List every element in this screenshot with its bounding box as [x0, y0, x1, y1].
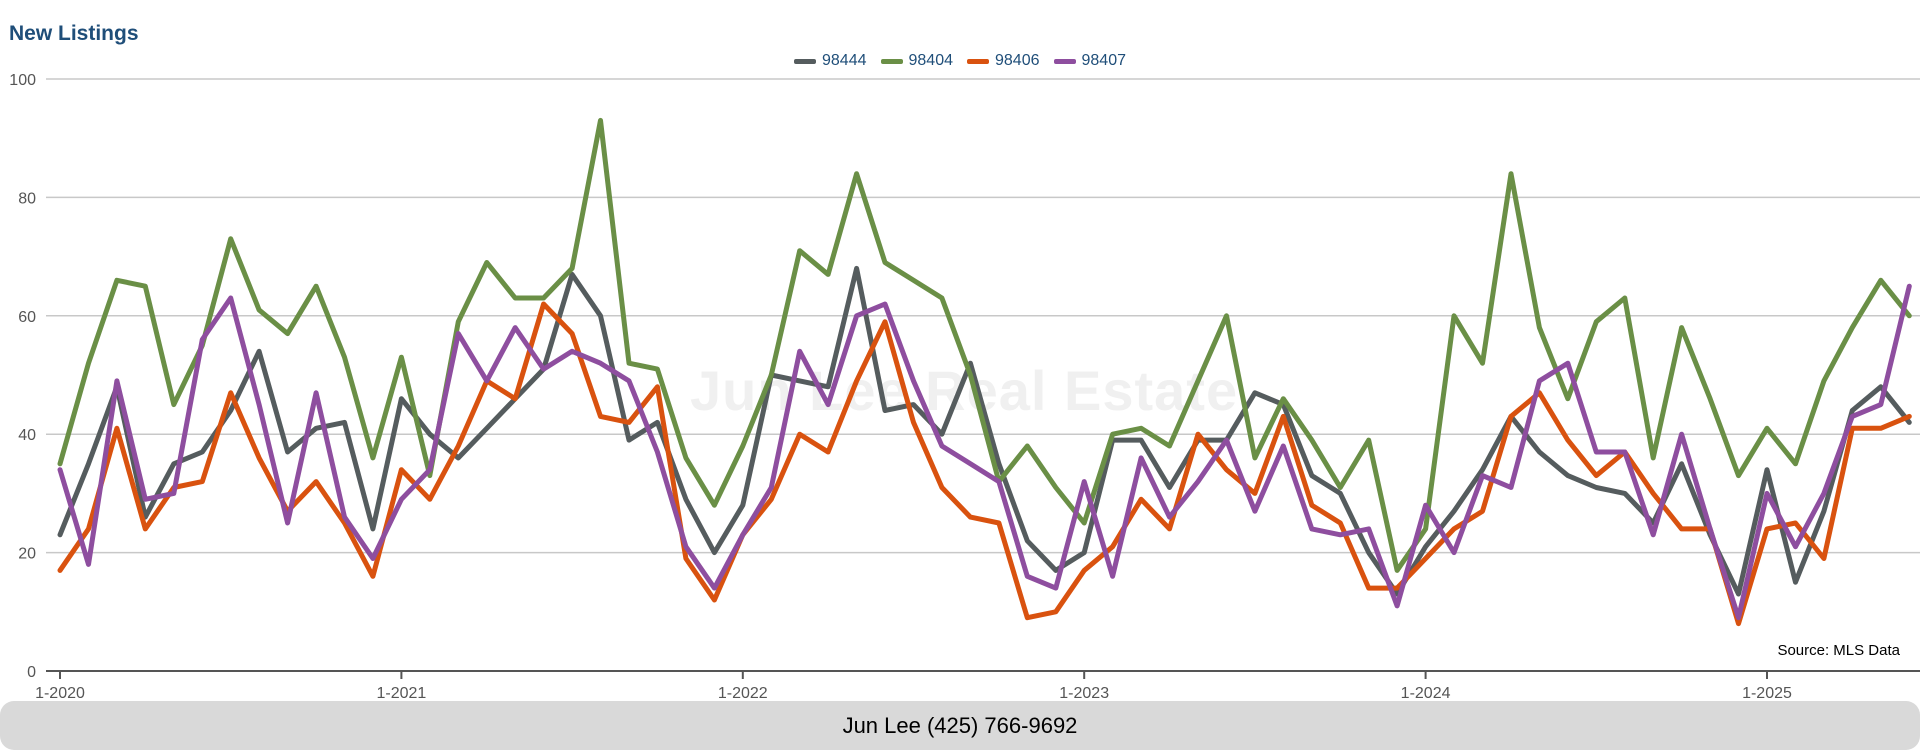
x-tick-label: 1-2025 [1742, 685, 1792, 700]
footer-contact: Jun Lee (425) 766-9692 [842, 712, 1078, 738]
line-chart: 0 20 40 60 80 100 1-2020 1-2021 1-2022 1-2023 1-20… [9, 72, 1920, 700]
footer-bar: Jun Lee (425) 766-9692 [0, 701, 1920, 750]
x-tick-label: 1-2022 [718, 685, 768, 700]
series-line-98444 [57, 265, 1912, 597]
y-tick-label: 20 [18, 546, 36, 563]
legend-item-98407[interactable]: 98407 [1053, 52, 1127, 70]
legend: 98444 98404 98406 98407 [0, 52, 1920, 70]
legend-swatch [967, 58, 989, 64]
y-tick-label: 80 [18, 190, 36, 207]
series-line-98404 [57, 117, 1912, 573]
x-tick-label: 1-2020 [35, 685, 85, 700]
x-tick-label: 1-2023 [1059, 685, 1109, 700]
legend-swatch [1053, 58, 1076, 64]
legend-item-98406[interactable]: 98406 [967, 52, 1040, 70]
series-line-98406 [57, 301, 1912, 627]
y-tick-label: 0 [27, 664, 36, 681]
x-tick-label: 1-2021 [376, 685, 426, 700]
legend-label: 98404 [908, 52, 954, 69]
x-tick-label: 1-2024 [1401, 685, 1451, 700]
legend-item-98444[interactable]: 98444 [794, 52, 867, 70]
y-tick-label: 40 [18, 427, 36, 444]
series-line-98407 [57, 283, 1912, 621]
y-tick-label: 60 [18, 309, 36, 326]
legend-label: 98407 [1081, 52, 1127, 69]
y-tick-label: 100 [9, 72, 36, 89]
legend-swatch [880, 58, 903, 64]
chart-title: New Listings [9, 22, 139, 45]
legend-label: 98406 [995, 52, 1040, 69]
source-note: Source: MLS Data [1777, 642, 1900, 659]
legend-swatch [794, 58, 816, 64]
legend-label: 98444 [822, 52, 867, 69]
legend-item-98404[interactable]: 98404 [880, 52, 954, 70]
watermark: Jun Lee Real Estate [690, 359, 1239, 422]
